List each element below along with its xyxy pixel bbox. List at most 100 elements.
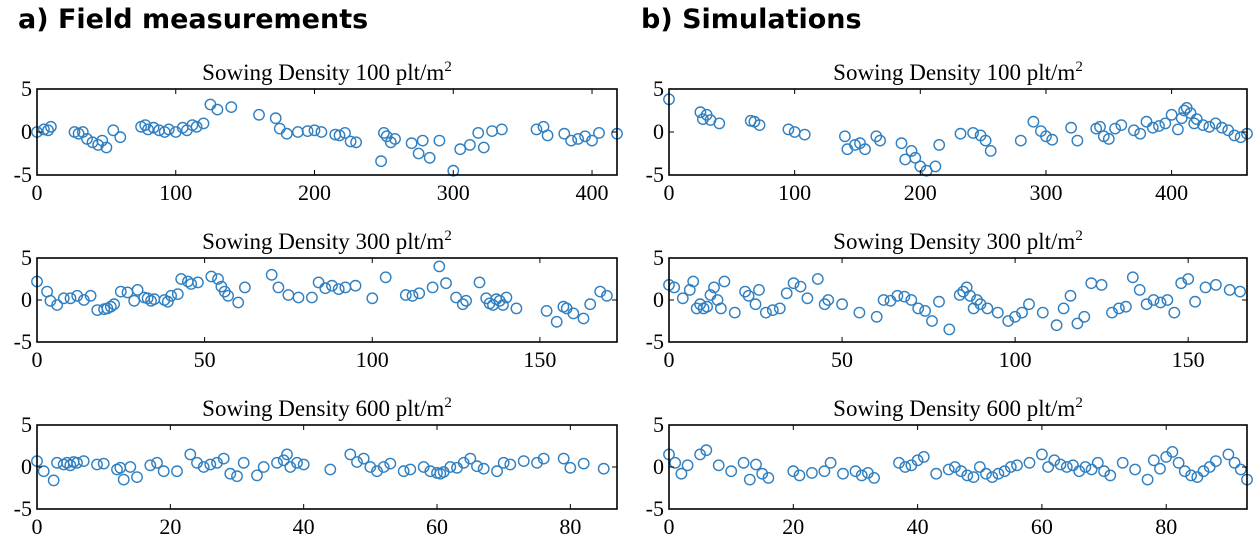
data-point: [919, 304, 931, 317]
data-point: [728, 306, 741, 319]
data-point: [471, 460, 483, 473]
data-point: [269, 112, 282, 125]
data-point: [371, 465, 383, 478]
x-tick-label: 200: [904, 180, 937, 205]
data-point: [1203, 461, 1216, 473]
data-point: [981, 302, 994, 315]
data-point: [1071, 317, 1084, 330]
data-point: [175, 273, 188, 285]
y-tick-label: 5: [653, 412, 664, 437]
data-point: [564, 461, 577, 474]
data-point: [687, 275, 700, 288]
data-point: [225, 101, 238, 114]
data-point: [281, 448, 293, 461]
data-point: [37, 465, 50, 478]
data-point: [537, 452, 550, 465]
data-point: [1102, 132, 1115, 145]
data-point: [107, 124, 120, 137]
x-tick-label: 60: [426, 514, 448, 539]
data-point: [713, 117, 726, 130]
data-point: [231, 470, 243, 483]
data-point: [557, 452, 570, 465]
data-point: [344, 448, 357, 461]
data-point: [1016, 306, 1028, 319]
data-point: [558, 127, 571, 140]
data-point: [1191, 471, 1204, 483]
data-point: [447, 164, 460, 177]
y-tick-label: 5: [653, 245, 664, 270]
data-point: [366, 292, 379, 305]
y-tick-label: 5: [21, 76, 32, 101]
panel-title-text: Sowing Density 600 plt/m: [202, 396, 444, 421]
data-point: [794, 280, 807, 293]
data-point: [181, 275, 194, 288]
data-point: [837, 467, 849, 480]
data-point: [1014, 134, 1027, 147]
data-point: [117, 473, 130, 486]
data-point: [350, 136, 362, 149]
data-point: [504, 458, 517, 471]
data-point: [399, 289, 412, 301]
data-point: [1203, 120, 1216, 133]
data-point: [131, 471, 143, 483]
data-point: [712, 459, 725, 472]
x-tick-label: 150: [523, 347, 556, 372]
data-point: [967, 126, 979, 139]
data-point: [1064, 289, 1077, 302]
data-point: [926, 315, 938, 327]
data-point: [1210, 455, 1222, 467]
data-point: [500, 291, 513, 304]
data-point: [77, 455, 90, 467]
data-point: [104, 300, 117, 313]
data-point: [1085, 463, 1098, 476]
data-point: [967, 471, 980, 483]
data-point: [406, 289, 419, 302]
data-point: [1120, 300, 1132, 313]
data-point: [297, 458, 310, 471]
panel-title: Sowing Density 300 plt/m2: [833, 228, 1083, 254]
data-point: [1115, 119, 1128, 132]
data-point: [1222, 448, 1235, 461]
data-point: [131, 283, 144, 296]
data-point: [1197, 465, 1210, 478]
data-point: [1036, 448, 1048, 461]
panel-title: Sowing Density 600 plt/m2: [202, 395, 452, 421]
data-point: [351, 456, 363, 468]
data-point: [905, 144, 918, 157]
x-tick-label: 300: [1029, 180, 1062, 205]
data-point: [51, 299, 63, 311]
data-point: [743, 473, 756, 486]
data-point: [760, 306, 772, 319]
data-point: [782, 123, 795, 136]
axes-frame: [668, 88, 1248, 176]
data-point: [1113, 302, 1125, 315]
data-point: [801, 292, 814, 305]
data-point: [292, 291, 305, 304]
data-point: [1210, 278, 1222, 291]
data-point: [291, 126, 304, 138]
data-point: [824, 456, 837, 469]
data-point: [324, 463, 337, 476]
data-point: [491, 465, 503, 478]
data-point: [1040, 130, 1052, 143]
data-point: [1165, 108, 1178, 121]
data-point: [911, 454, 924, 467]
data-point: [232, 296, 245, 309]
data-point: [1178, 465, 1191, 478]
x-tick-label: 50: [194, 347, 216, 372]
data-point: [273, 122, 286, 135]
data-point: [586, 134, 598, 147]
y-tick-label: 5: [21, 245, 32, 270]
data-point: [326, 279, 338, 292]
panel-title: Sowing Density 100 plt/m2: [202, 59, 452, 85]
data-point: [38, 123, 50, 136]
data-point: [161, 295, 174, 308]
y-tick-label: -5: [14, 329, 32, 354]
panel-title-text: Sowing Density 100 plt/m: [833, 60, 1075, 85]
data-point: [319, 282, 332, 295]
data-point: [676, 292, 689, 305]
data-point: [305, 291, 318, 304]
data-point: [818, 465, 831, 478]
